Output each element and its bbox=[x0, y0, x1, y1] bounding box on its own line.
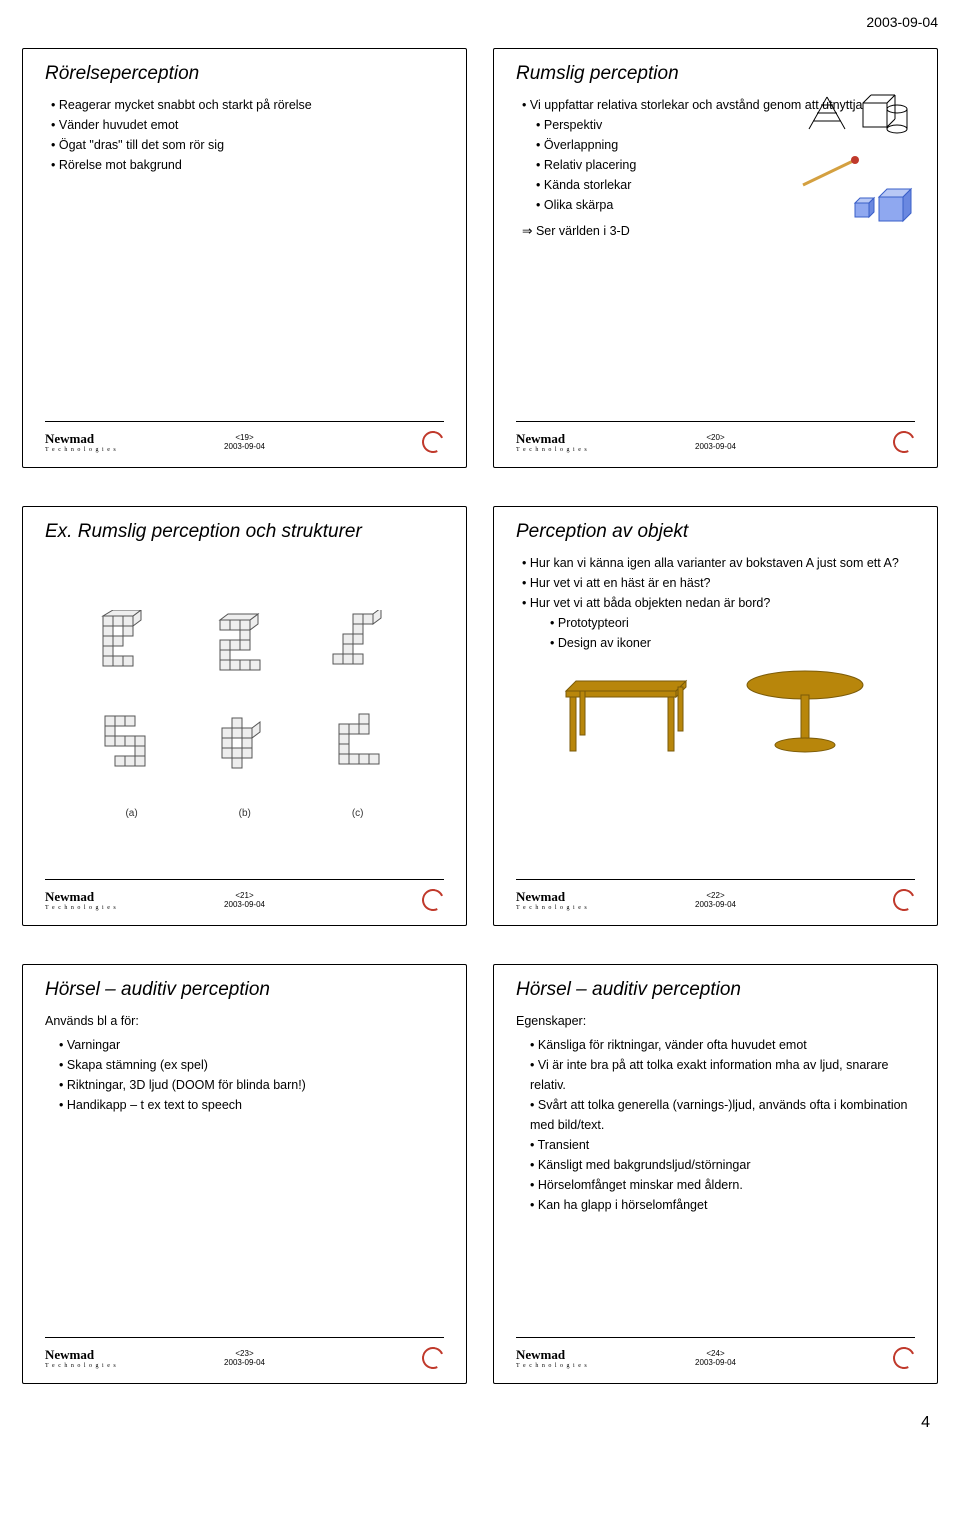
page-number: 4 bbox=[0, 1394, 960, 1452]
structure-labels: (a) (b) (c) bbox=[75, 806, 414, 822]
c-logo-icon bbox=[893, 889, 915, 911]
slide-perception-objekt: Perception av objekt Hur kan vi känna ig… bbox=[493, 506, 938, 926]
slide-footer: NewmadT e c h n o l o g i e s <21> 2003-… bbox=[45, 879, 444, 915]
slide-footer: NewmadT e c h n o l o g i e s <22> 2003-… bbox=[516, 879, 915, 915]
slide-footer: Newmad T e c h n o l o g i e s <19> 2003… bbox=[45, 421, 444, 457]
round-table-icon bbox=[735, 663, 875, 763]
slide-body: Används bl a för: Varningar Skapa stämni… bbox=[45, 1011, 444, 1337]
slide-footer: NewmadT e c h n o l o g i e s <24> 2003-… bbox=[516, 1337, 915, 1373]
newmad-logo: NewmadT e c h n o l o g i e s bbox=[516, 889, 588, 911]
sub-bullet: Känsligt med bakgrundsljud/störningar bbox=[530, 1155, 915, 1175]
lead-text: Egenskaper: bbox=[516, 1011, 915, 1031]
newmad-logo: NewmadT e c h n o l o g i e s bbox=[45, 1347, 117, 1369]
bullet: Reagerar mycket snabbt och starkt på rör… bbox=[51, 95, 444, 115]
c-logo-icon bbox=[422, 431, 444, 453]
slide-horsel-2: Hörsel – auditiv perception Egenskaper: … bbox=[493, 964, 938, 1384]
slide-title: Hörsel – auditiv perception bbox=[45, 979, 444, 1001]
slide-footer: NewmadT e c h n o l o g i e s <23> 2003-… bbox=[45, 1337, 444, 1373]
block-structures: (a) (b) (c) bbox=[45, 553, 444, 879]
slide-title: Hörsel – auditiv perception bbox=[516, 979, 915, 1001]
footer-meta: <20> 2003-09-04 bbox=[695, 433, 736, 451]
footer-meta: <24> 2003-09-04 bbox=[695, 1349, 736, 1367]
c-logo-icon bbox=[893, 431, 915, 453]
sub-bullet: Skapa stämning (ex spel) bbox=[59, 1055, 444, 1075]
spatial-illustration bbox=[797, 93, 917, 253]
square-table-icon bbox=[556, 663, 696, 763]
bullet: Rörelse mot bakgrund bbox=[51, 155, 444, 175]
slide-body: Vi uppfattar relativa storlekar och avst… bbox=[516, 95, 915, 421]
footer-meta: <22> 2003-09-04 bbox=[695, 891, 736, 909]
slide-rumslig-perception: Rumslig perception Vi uppfattar relativa… bbox=[493, 48, 938, 468]
sub-bullet: Vi är inte bra på att tolka exakt inform… bbox=[530, 1055, 915, 1095]
sub-bullet: Handikapp – t ex text to speech bbox=[59, 1095, 444, 1115]
sub-bullet: Riktningar, 3D ljud (DOOM för blinda bar… bbox=[59, 1075, 444, 1095]
sub-bullet: Svårt att tolka generella (varnings-)lju… bbox=[530, 1095, 915, 1135]
sub-bullet: Design av ikoner bbox=[550, 633, 915, 653]
c-logo-icon bbox=[422, 1347, 444, 1369]
block-shape-icon bbox=[97, 610, 167, 686]
slide-title: Ex. Rumslig perception och strukturer bbox=[45, 521, 444, 543]
bullet: Ögat "dras" till det som rör sig bbox=[51, 135, 444, 155]
slide-body: Reagerar mycket snabbt och starkt på rör… bbox=[45, 95, 444, 421]
sub-bullet: Känsliga för riktningar, vänder ofta huv… bbox=[530, 1035, 915, 1055]
footer-meta: <21> 2003-09-04 bbox=[224, 891, 265, 909]
bullet: Vänder huvudet emot bbox=[51, 115, 444, 135]
c-logo-icon bbox=[422, 889, 444, 911]
lead-text: Används bl a för: bbox=[45, 1011, 444, 1031]
slide-title: Perception av objekt bbox=[516, 521, 915, 543]
sub-bullet: Kan ha glapp i hörselomfånget bbox=[530, 1195, 915, 1215]
sub-bullet: Hörselomfånget minskar med åldern. bbox=[530, 1175, 915, 1195]
footer-meta: <23> 2003-09-04 bbox=[224, 1349, 265, 1367]
page-header-date: 2003-09-04 bbox=[0, 0, 960, 38]
newmad-logo: NewmadT e c h n o l o g i e s bbox=[45, 889, 117, 911]
bullet: Hur kan vi känna igen alla varianter av … bbox=[522, 553, 915, 573]
two-tables-illustration bbox=[516, 653, 915, 763]
block-shape-icon bbox=[97, 708, 167, 784]
bullet: Hur vet vi att båda objekten nedan är bo… bbox=[522, 593, 915, 613]
slide-title: Rörelseperception bbox=[45, 63, 444, 85]
slide-rorelseperception: Rörelseperception Reagerar mycket snabbt… bbox=[22, 48, 467, 468]
c-logo-icon bbox=[893, 1347, 915, 1369]
block-shape-icon bbox=[210, 708, 280, 784]
slide-body: Hur kan vi känna igen alla varianter av … bbox=[516, 553, 915, 879]
newmad-logo: Newmad T e c h n o l o g i e s bbox=[45, 431, 117, 453]
sub-bullet: Varningar bbox=[59, 1035, 444, 1055]
bullet: Hur vet vi att en häst är en häst? bbox=[522, 573, 915, 593]
block-shape-icon bbox=[323, 708, 393, 784]
slide-grid: Rörelseperception Reagerar mycket snabbt… bbox=[0, 38, 960, 1394]
slide-horsel-1: Hörsel – auditiv perception Används bl a… bbox=[22, 964, 467, 1384]
slide-body: Egenskaper: Känsliga för riktningar, vän… bbox=[516, 1011, 915, 1337]
newmad-logo: NewmadT e c h n o l o g i e s bbox=[516, 1347, 588, 1369]
sub-bullet: Prototypteori bbox=[550, 613, 915, 633]
block-shape-icon bbox=[323, 610, 393, 686]
slide-strukturer: Ex. Rumslig perception och strukturer bbox=[22, 506, 467, 926]
footer-meta: <19> 2003-09-04 bbox=[224, 433, 265, 451]
block-shape-icon bbox=[210, 610, 280, 686]
slide-footer: NewmadT e c h n o l o g i e s <20> 2003-… bbox=[516, 421, 915, 457]
newmad-logo: NewmadT e c h n o l o g i e s bbox=[516, 431, 588, 453]
sub-bullet: Transient bbox=[530, 1135, 915, 1155]
slide-title: Rumslig perception bbox=[516, 63, 915, 85]
